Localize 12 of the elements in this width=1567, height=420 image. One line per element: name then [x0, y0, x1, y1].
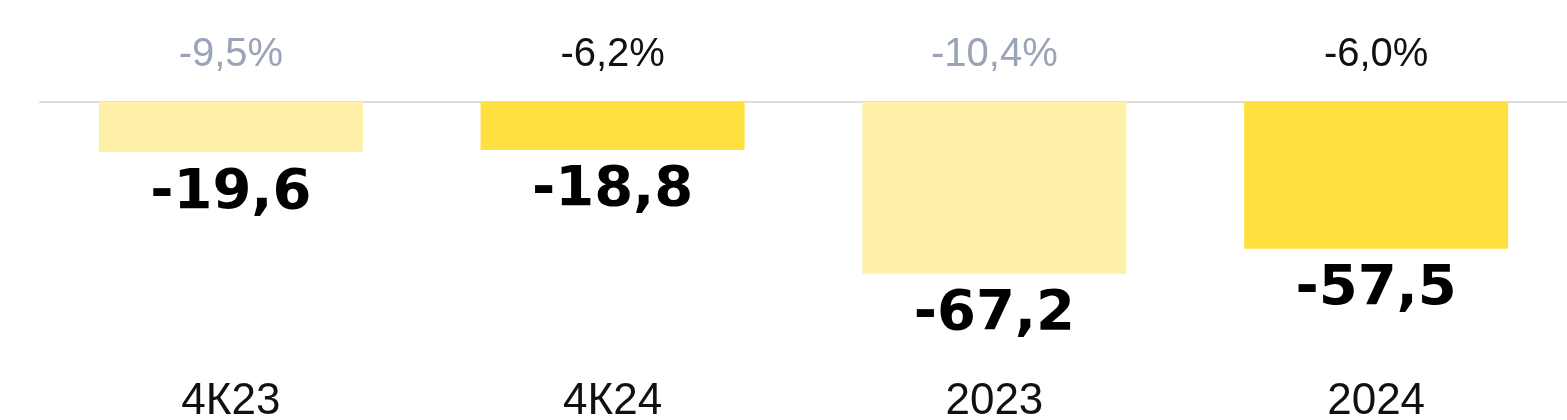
data-label: -19,6: [150, 155, 312, 221]
text: -6,0%: [1323, 30, 1429, 74]
text: -9,5%: [178, 30, 284, 74]
data-label: -18,8: [531, 153, 694, 219]
x-tick-label: 2024: [1327, 373, 1426, 420]
x-tick-label: 4К24: [563, 373, 663, 420]
text: -10,4%: [931, 30, 1058, 74]
data-label: -57,5: [1295, 252, 1457, 318]
x-tick-label: 2023: [945, 373, 1044, 420]
data-label: -67,2: [913, 276, 1076, 342]
text: -6,2%: [560, 30, 665, 74]
x-tick-label: 4К23: [181, 373, 281, 420]
